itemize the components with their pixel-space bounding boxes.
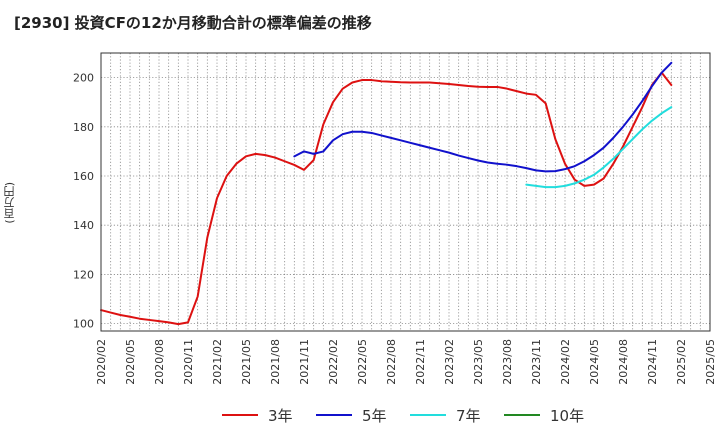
x-tick-label: 2021/05 [240, 339, 253, 385]
x-tick-label: 2023/02 [443, 339, 456, 385]
x-tick-label: 2020/05 [124, 339, 137, 385]
x-tick-label: 2025/05 [704, 339, 717, 385]
line-chart: 100 120 140 160 180 200 2020/02 2020/05 2020/08 2… [73, 52, 717, 385]
legend-swatch [504, 414, 540, 416]
x-tick-label: 2022/02 [327, 339, 340, 385]
y-tick-label: 120 [73, 268, 94, 281]
legend-swatch [316, 414, 352, 416]
x-tick-label: 2024/08 [617, 339, 630, 385]
y-tick-label: 180 [73, 121, 94, 134]
x-tick-label: 2022/08 [385, 339, 398, 385]
chart-legend: 3年 5年 7年 10年 [0, 403, 720, 427]
x-tick-label: 2023/11 [530, 339, 543, 385]
x-tick-label: 2023/08 [501, 339, 514, 385]
y-tick-label: 200 [73, 72, 94, 85]
y-tick-label: 100 [73, 318, 94, 331]
x-tick-label: 2024/05 [588, 339, 601, 385]
y-tick-label: 140 [73, 219, 94, 232]
x-tick-label: 2021/08 [269, 339, 282, 385]
x-tick-label: 2023/05 [472, 339, 485, 385]
x-tick-label: 2020/02 [95, 339, 108, 385]
legend-item-10y: 10年 [504, 403, 584, 427]
legend-swatch [222, 414, 258, 416]
x-tick-label: 2024/11 [646, 339, 659, 385]
series-line-2 [293, 61, 673, 173]
x-tick-label: 2021/11 [298, 339, 311, 385]
legend-label: 7年 [456, 406, 481, 425]
legend-label: 10年 [550, 406, 585, 425]
x-tick-label: 2025/02 [675, 339, 688, 385]
plot-frame [100, 52, 711, 332]
x-tick-label: 2024/02 [559, 339, 572, 385]
y-tick-label: 160 [73, 170, 94, 183]
x-tick-label: 2020/11 [182, 339, 195, 385]
x-tick-label: 2020/08 [153, 339, 166, 385]
x-tick-label: 2021/02 [211, 339, 224, 385]
legend-label: 5年 [362, 406, 387, 425]
x-tick-label: 2022/05 [356, 339, 369, 385]
legend-item-7y: 7年 [410, 403, 481, 427]
x-tick-label: 2022/11 [414, 339, 427, 385]
legend-swatch [410, 414, 446, 416]
series-line-1 [100, 71, 673, 326]
legend-item-5y: 5年 [316, 403, 387, 427]
legend-item-3y: 3年 [222, 403, 293, 427]
series-line-3 [525, 106, 673, 189]
plot-area [101, 53, 710, 331]
chart-title: [2930] 投資CFの12か月移動合計の標準偏差の推移 [14, 14, 372, 32]
legend-label: 3年 [268, 406, 293, 425]
